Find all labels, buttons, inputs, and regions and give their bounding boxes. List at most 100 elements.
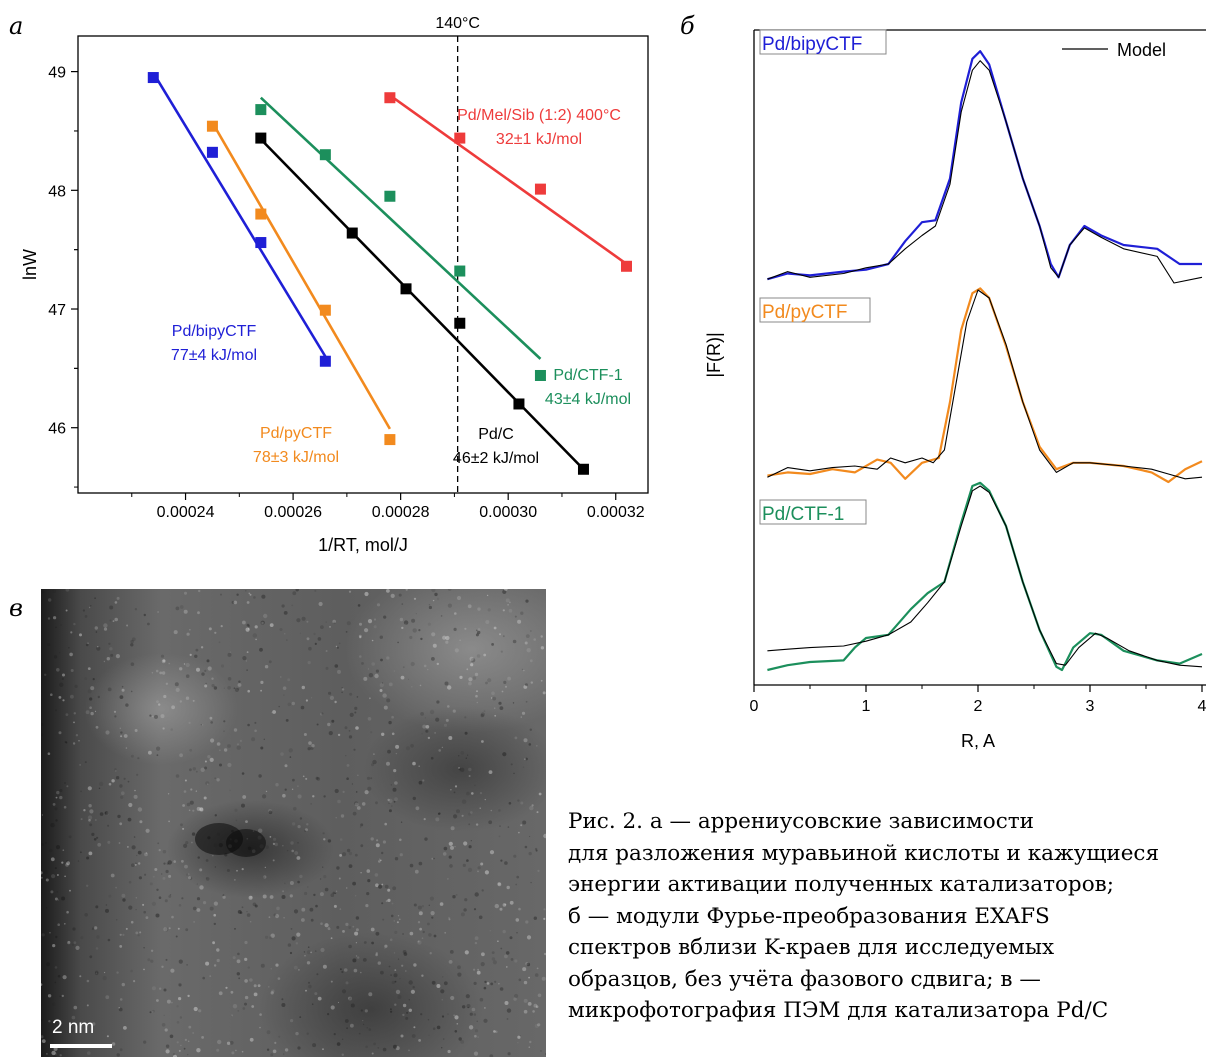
tem-speckle [246,651,249,653]
tem-speckle [104,811,108,815]
tem-speckle [375,883,379,887]
tem-speckle [145,916,149,919]
tem-speckle [78,740,80,742]
tem-speckle [481,889,484,892]
tem-speckle [350,1003,355,1008]
tem-speckle [229,651,232,653]
tem-speckle [218,991,223,996]
tem-speckle [337,733,341,737]
tem-speckle [64,875,66,878]
tem-speckle [431,589,436,593]
tem-speckle [363,676,368,681]
tem-speckle [308,646,312,651]
tem-speckle [520,611,524,615]
tem-speckle [171,1001,173,1004]
tem-speckle [128,880,132,884]
tem-speckle [163,862,166,865]
tem-speckle [231,1051,235,1055]
tem-speckle [456,809,460,814]
tem-speckle [84,761,87,764]
tem-speckle [341,691,343,694]
tem-speckle [260,689,262,692]
tem-speckle [168,874,172,878]
tem-speckle [166,862,169,865]
tem-speckle [274,1041,277,1044]
tem-speckle [458,1037,462,1041]
tem-speckle [447,603,452,608]
tem-speckle [225,986,228,989]
tem-speckle [498,983,500,985]
series-label: Pd/bipyCTF [172,323,257,340]
tem-speckle [533,638,536,641]
tem-speckle [365,1045,368,1049]
tem-speckle [408,1049,410,1052]
data-point [577,463,589,475]
tem-speckle [89,809,94,814]
tem-speckle [461,814,464,817]
tem-speckle [474,941,478,945]
tem-speckle [155,913,160,918]
tem-speckle [337,799,341,804]
tem-speckle [97,842,102,847]
data-point [319,304,331,316]
tem-speckle [263,876,266,879]
tem-speckle [388,802,390,804]
tem-speckle [284,882,286,884]
tem-speckle [233,687,236,689]
tem-speckle [105,730,110,735]
tem-speckle [488,820,493,825]
tem-speckle [185,873,189,876]
data-point [206,146,218,158]
tem-speckle [408,1008,412,1012]
tem-speckle [463,908,467,912]
tem-speckle [400,1034,404,1038]
tem-speckle [543,917,546,920]
tem-speckle [362,1020,364,1022]
tem-speckle [518,907,521,911]
stack-label-box [759,297,871,323]
tem-speckle [447,878,449,880]
tem-speckle [260,680,264,684]
model-curve [767,289,1203,480]
tem-speckle [213,922,216,926]
tem-speckle [487,678,492,683]
tem-speckle [163,694,167,699]
tem-speckle [333,1033,336,1036]
tem-speckle [500,650,503,653]
series-energy: 43±4 kJ/mol [545,391,631,408]
tem-speckle [522,820,527,825]
tem-speckle [183,609,188,614]
tem-speckle [393,920,395,922]
tem-speckle [87,786,92,791]
x-tick-label: 1 [862,698,871,715]
data-point [255,132,267,144]
tem-speckle [177,927,180,930]
tem-speckle [80,936,84,940]
tem-speckle [340,968,342,971]
tem-speckle [87,642,89,644]
tem-speckle [211,684,215,688]
tem-speckle [223,687,225,689]
tem-speckle [384,944,388,948]
data-point [513,398,525,410]
tem-speckle [495,1030,498,1034]
tem-speckle [393,952,396,954]
tem-speckle [118,1007,120,1009]
tem-speckle [360,823,364,827]
tem-speckle [185,662,190,668]
tem-speckle [436,984,441,988]
tem-speckle [391,980,395,985]
tem-speckle [428,605,432,610]
caption-line: энергии активации полученных катализатор… [568,872,1114,897]
tem-speckle [104,971,106,974]
tem-speckle [259,1026,261,1029]
tem-speckle [48,1020,51,1023]
tem-speckle [514,736,518,740]
tem-speckle [413,1026,416,1029]
tem-speckle [118,842,121,844]
tem-speckle [301,616,306,621]
tem-speckle [199,885,204,890]
tem-speckle [142,903,145,906]
tem-speckle [165,869,169,874]
tem-speckle [387,888,391,892]
